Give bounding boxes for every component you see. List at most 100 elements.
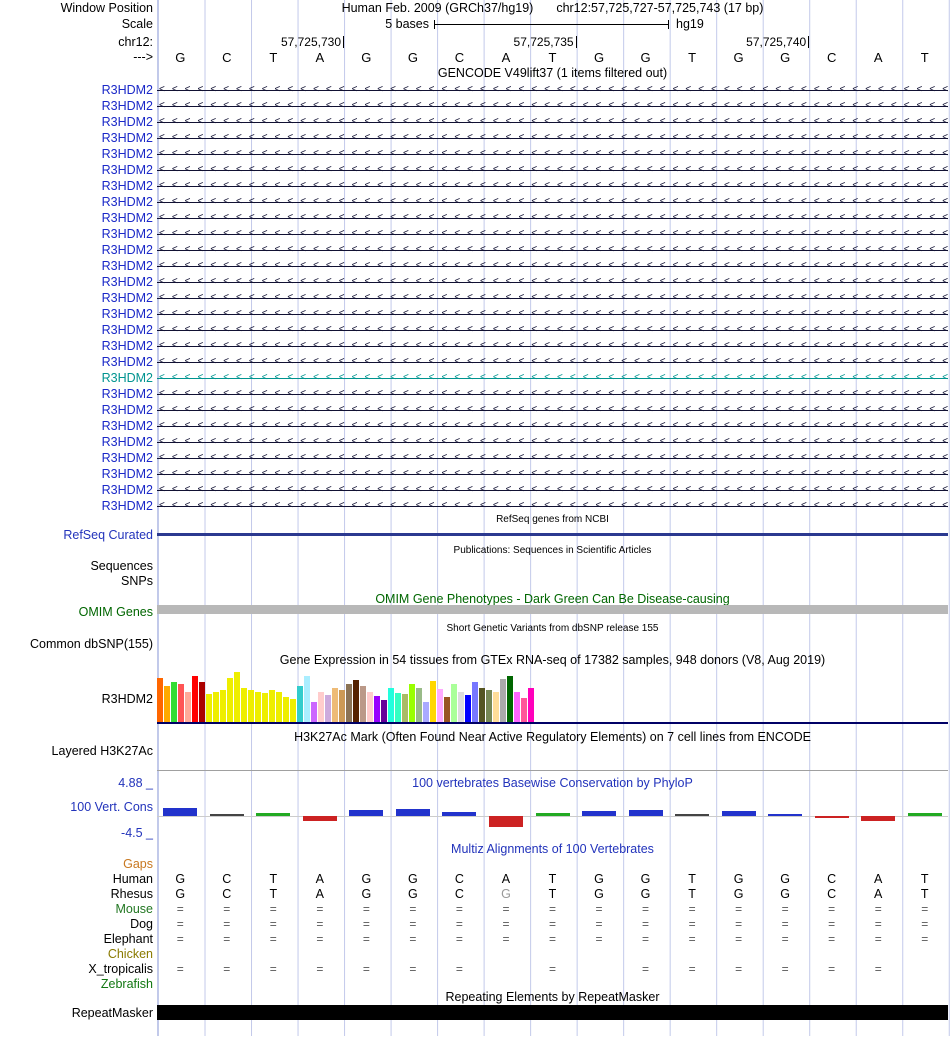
gencode-item-label[interactable]: R3HDM2 <box>101 403 153 417</box>
repeatmasker-track-title[interactable]: Repeating Elements by RepeatMasker <box>445 990 660 1004</box>
phylop-wiggle-track[interactable] <box>157 790 948 842</box>
gtex-expression-bar[interactable] <box>227 678 233 722</box>
gtex-expression-bar[interactable] <box>318 692 324 722</box>
gtex-expression-bar[interactable] <box>528 688 534 722</box>
gtex-expression-bar[interactable] <box>297 686 303 722</box>
gencode-item-label[interactable]: R3HDM2 <box>101 435 153 449</box>
refseq-track-title[interactable]: RefSeq genes from NCBI <box>496 514 609 525</box>
gencode-gene-row[interactable]: <<<<<<<<<<<<<<<<<<<<<<<<<<<<<<<<<<<<<<<<… <box>157 466 948 482</box>
gencode-item-label[interactable]: R3HDM2 <box>101 467 153 481</box>
gtex-expression-bar[interactable] <box>444 697 450 722</box>
gtex-expression-bar[interactable] <box>185 692 191 722</box>
gencode-gene-row[interactable]: <<<<<<<<<<<<<<<<<<<<<<<<<<<<<<<<<<<<<<<<… <box>157 402 948 418</box>
gencode-item-label[interactable]: R3HDM2 <box>101 499 153 513</box>
gtex-expression-bar[interactable] <box>514 692 520 722</box>
refseq-curated-label[interactable]: RefSeq Curated <box>63 528 153 542</box>
gtex-expression-bar[interactable] <box>395 693 401 722</box>
gtex-expression-bar[interactable] <box>472 682 478 722</box>
layered-h3k27ac-label[interactable]: Layered H3K27Ac <box>51 744 153 758</box>
gencode-gene-row[interactable]: <<<<<<<<<<<<<<<<<<<<<<<<<<<<<<<<<<<<<<<<… <box>157 226 948 242</box>
gencode-item-label[interactable]: R3HDM2 <box>101 387 153 401</box>
gtex-expression-bar[interactable] <box>430 681 436 722</box>
gencode-item-label[interactable]: R3HDM2 <box>101 147 153 161</box>
gtex-expression-bar[interactable] <box>164 686 170 722</box>
gencode-gene-row[interactable]: <<<<<<<<<<<<<<<<<<<<<<<<<<<<<<<<<<<<<<<<… <box>157 258 948 274</box>
gtex-expression-bar[interactable] <box>255 692 261 722</box>
gtex-expression-bar[interactable] <box>500 679 506 722</box>
gtex-expression-bar[interactable] <box>332 688 338 722</box>
gtex-expression-bar[interactable] <box>346 684 352 722</box>
gtex-expression-bar[interactable] <box>178 684 184 722</box>
gtex-expression-bar[interactable] <box>199 682 205 722</box>
gencode-gene-row[interactable]: <<<<<<<<<<<<<<<<<<<<<<<<<<<<<<<<<<<<<<<<… <box>157 322 948 338</box>
gtex-expression-bar[interactable] <box>486 690 492 722</box>
common-dbsnp-label[interactable]: Common dbSNP(155) <box>30 637 153 651</box>
gtex-expression-bar[interactable] <box>353 680 359 722</box>
gtex-expression-bar[interactable] <box>409 684 415 722</box>
gtex-gene-label[interactable]: R3HDM2 <box>101 692 153 706</box>
refseq-curated-item[interactable] <box>157 533 948 536</box>
gtex-expression-bar[interactable] <box>381 700 387 722</box>
phylop-track-label[interactable]: 100 Vert. Cons <box>70 800 153 814</box>
gtex-expression-bar[interactable] <box>220 690 226 722</box>
phylop-track-title[interactable]: 100 vertebrates Basewise Conservation by… <box>412 776 693 790</box>
omim-gene-bar[interactable] <box>157 605 948 614</box>
gencode-gene-row[interactable]: <<<<<<<<<<<<<<<<<<<<<<<<<<<<<<<<<<<<<<<<… <box>157 114 948 130</box>
gtex-expression-bar[interactable] <box>262 693 268 722</box>
gencode-item-label[interactable]: R3HDM2 <box>101 339 153 353</box>
gtex-expression-bar[interactable] <box>290 699 296 722</box>
gencode-gene-row[interactable]: <<<<<<<<<<<<<<<<<<<<<<<<<<<<<<<<<<<<<<<<… <box>157 338 948 354</box>
gencode-item-label[interactable]: R3HDM2 <box>101 371 153 385</box>
gencode-item-label[interactable]: R3HDM2 <box>101 179 153 193</box>
gtex-expression-bar[interactable] <box>241 688 247 722</box>
gtex-expression-bar[interactable] <box>206 694 212 722</box>
gencode-gene-row[interactable]: <<<<<<<<<<<<<<<<<<<<<<<<<<<<<<<<<<<<<<<<… <box>157 354 948 370</box>
gtex-expression-bar[interactable] <box>360 686 366 722</box>
gtex-expression-bar[interactable] <box>437 689 443 722</box>
gencode-gene-row[interactable]: <<<<<<<<<<<<<<<<<<<<<<<<<<<<<<<<<<<<<<<<… <box>157 130 948 146</box>
gtex-expression-bar[interactable] <box>304 676 310 722</box>
gencode-item-label[interactable]: R3HDM2 <box>101 275 153 289</box>
gencode-item-label[interactable]: R3HDM2 <box>101 307 153 321</box>
gencode-gene-row[interactable]: <<<<<<<<<<<<<<<<<<<<<<<<<<<<<<<<<<<<<<<<… <box>157 274 948 290</box>
gtex-expression-bar[interactable] <box>157 678 163 722</box>
gtex-expression-bar[interactable] <box>465 695 471 722</box>
gencode-gene-row[interactable]: <<<<<<<<<<<<<<<<<<<<<<<<<<<<<<<<<<<<<<<<… <box>157 434 948 450</box>
omim-track-title[interactable]: OMIM Gene Phenotypes - Dark Green Can Be… <box>375 592 730 606</box>
gtex-expression-bar[interactable] <box>311 702 317 722</box>
gencode-item-label[interactable]: R3HDM2 <box>101 451 153 465</box>
gencode-item-label[interactable]: R3HDM2 <box>101 259 153 273</box>
gencode-item-label[interactable]: R3HDM2 <box>101 83 153 97</box>
gtex-expression-bar[interactable] <box>507 676 513 722</box>
gencode-item-label[interactable]: R3HDM2 <box>101 227 153 241</box>
gencode-gene-row[interactable]: <<<<<<<<<<<<<<<<<<<<<<<<<<<<<<<<<<<<<<<<… <box>157 386 948 402</box>
gtex-expression-bar[interactable] <box>325 695 331 722</box>
gtex-expression-bar[interactable] <box>493 692 499 722</box>
dbsnp-track-title[interactable]: Short Genetic Variants from dbSNP releas… <box>446 623 659 634</box>
gtex-expression-bar[interactable] <box>416 688 422 722</box>
gencode-item-label[interactable]: R3HDM2 <box>101 291 153 305</box>
gencode-item-label[interactable]: R3HDM2 <box>101 115 153 129</box>
gencode-item-label[interactable]: R3HDM2 <box>101 419 153 433</box>
publications-sequences-label[interactable]: Sequences <box>90 559 153 573</box>
h3k27ac-track-title[interactable]: H3K27Ac Mark (Often Found Near Active Re… <box>294 730 811 744</box>
gtex-expression-bar[interactable] <box>451 684 457 722</box>
gtex-expression-bar[interactable] <box>276 692 282 722</box>
gencode-item-label[interactable]: R3HDM2 <box>101 131 153 145</box>
gtex-expression-bar[interactable] <box>213 692 219 722</box>
gtex-expression-bar[interactable] <box>171 682 177 722</box>
gtex-expression-bar[interactable] <box>402 694 408 722</box>
repeatmasker-label[interactable]: RepeatMasker <box>71 1006 153 1020</box>
gtex-expression-bar[interactable] <box>423 702 429 722</box>
gtex-expression-bar[interactable] <box>234 672 240 722</box>
gencode-item-label[interactable]: R3HDM2 <box>101 211 153 225</box>
gtex-expression-bar[interactable] <box>367 692 373 722</box>
gencode-gene-row[interactable]: <<<<<<<<<<<<<<<<<<<<<<<<<<<<<<<<<<<<<<<<… <box>157 306 948 322</box>
gencode-gene-row[interactable]: <<<<<<<<<<<<<<<<<<<<<<<<<<<<<<<<<<<<<<<<… <box>157 146 948 162</box>
gtex-expression-bar[interactable] <box>479 688 485 722</box>
gencode-gene-row[interactable]: <<<<<<<<<<<<<<<<<<<<<<<<<<<<<<<<<<<<<<<<… <box>157 210 948 226</box>
gencode-gene-row[interactable]: <<<<<<<<<<<<<<<<<<<<<<<<<<<<<<<<<<<<<<<<… <box>157 450 948 466</box>
gtex-expression-bar[interactable] <box>283 697 289 722</box>
gencode-item-label[interactable]: R3HDM2 <box>101 195 153 209</box>
omim-genes-label[interactable]: OMIM Genes <box>78 605 153 619</box>
